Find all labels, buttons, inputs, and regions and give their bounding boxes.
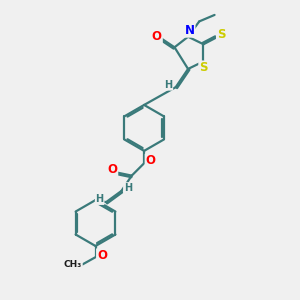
Text: N: N — [184, 24, 194, 37]
Text: O: O — [146, 154, 156, 167]
Text: O: O — [107, 163, 117, 176]
Text: O: O — [97, 249, 107, 262]
Text: H: H — [124, 183, 132, 193]
Text: H: H — [164, 80, 172, 90]
Text: CH₃: CH₃ — [64, 260, 82, 269]
Text: S: S — [217, 28, 225, 41]
Text: H: H — [96, 194, 104, 204]
Text: O: O — [152, 30, 162, 43]
Text: S: S — [199, 61, 208, 74]
